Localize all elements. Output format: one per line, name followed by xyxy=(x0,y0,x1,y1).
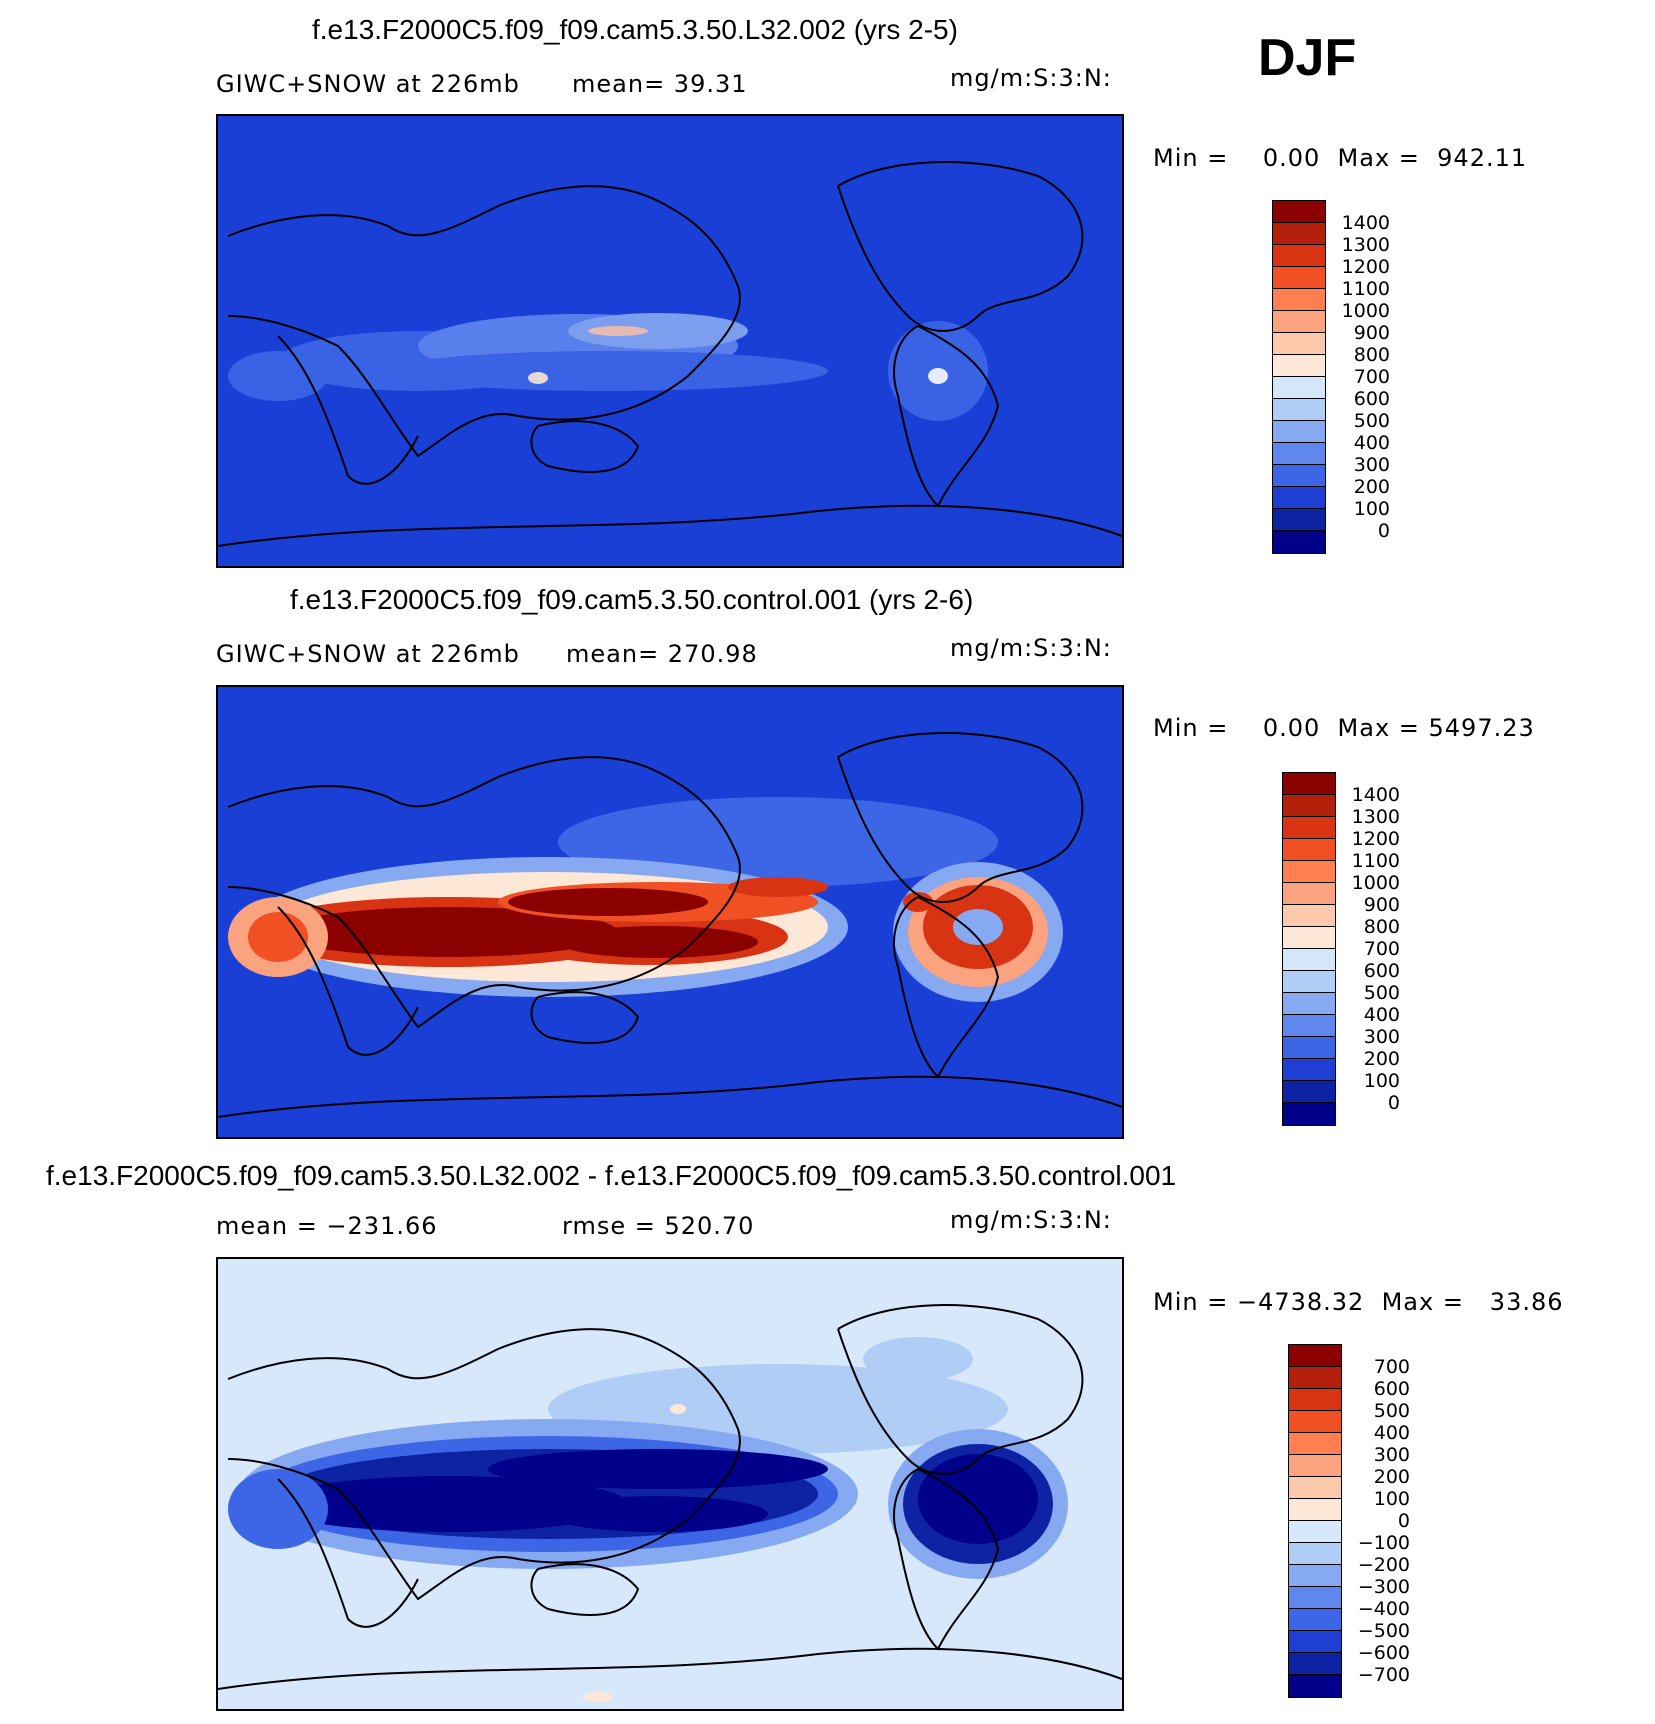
colorbar-tick: 0 xyxy=(1387,1092,1400,1114)
panel-3-colorbar xyxy=(1288,1344,1342,1698)
panel-2-map xyxy=(216,685,1124,1139)
panel-3-map-canvas xyxy=(218,1259,1122,1709)
colorbar-tick: 400 xyxy=(1353,432,1390,454)
colorbar-tick: 1400 xyxy=(1341,212,1390,234)
panel-1-minmax: Min = 0.00 Max = 942.11 xyxy=(1153,144,1528,172)
panel-3-minmax: Min = −4738.32 Max = 33.86 xyxy=(1153,1288,1564,1316)
panel-2-field xyxy=(228,797,1063,1002)
panel-3-title: f.e13.F2000C5.f09_f09.cam5.3.50.L32.002 … xyxy=(46,1160,1177,1191)
panel-1-map xyxy=(216,114,1124,568)
colorbar-tick: 500 xyxy=(1373,1400,1410,1422)
panel-2-coastlines xyxy=(218,732,1122,1118)
colorbar-tick: 100 xyxy=(1373,1488,1410,1510)
panel-3-coastlines xyxy=(218,1304,1122,1690)
colorbar-tick: 300 xyxy=(1353,454,1390,476)
colorbar-tick: 600 xyxy=(1373,1378,1410,1400)
colorbar-tick: 1000 xyxy=(1351,872,1400,894)
colorbar-tick: 1000 xyxy=(1341,300,1390,322)
colorbar-tick: −700 xyxy=(1357,1664,1410,1686)
colorbar-tick: 1300 xyxy=(1351,806,1400,828)
colorbar-tick: 300 xyxy=(1363,1026,1400,1048)
colorbar-tick: 1100 xyxy=(1351,850,1400,872)
panel-2-minmax: Min = 0.00 Max = 5497.23 xyxy=(1153,714,1535,742)
panel-2-variable-label: GIWC+SNOW at 226mb xyxy=(216,640,520,668)
colorbar-tick: 200 xyxy=(1363,1048,1400,1070)
colorbar-tick: 900 xyxy=(1363,894,1400,916)
colorbar-tick: 1200 xyxy=(1351,828,1400,850)
colorbar-tick: 600 xyxy=(1353,388,1390,410)
colorbar-tick: −100 xyxy=(1357,1532,1410,1554)
panel-2-mean-label: mean= 270.98 xyxy=(566,640,758,668)
colorbar-tick: 600 xyxy=(1363,960,1400,982)
colorbar-tick: 800 xyxy=(1363,916,1400,938)
colorbar-tick: −200 xyxy=(1357,1554,1410,1576)
colorbar-tick: 800 xyxy=(1353,344,1390,366)
panel-1-mean-label: mean= 39.31 xyxy=(572,70,748,98)
colorbar-tick: 700 xyxy=(1353,366,1390,388)
colorbar-tick: 300 xyxy=(1373,1444,1410,1466)
panel-2-units: mg/m:S:3:N: xyxy=(950,634,1112,662)
colorbar-tick: 1100 xyxy=(1341,278,1390,300)
colorbar-tick: 200 xyxy=(1373,1466,1410,1488)
colorbar-tick: 1300 xyxy=(1341,234,1390,256)
panel-1-coastlines xyxy=(218,161,1122,547)
panel-1-colorbar xyxy=(1272,200,1326,554)
colorbar-tick: −400 xyxy=(1357,1598,1410,1620)
colorbar-tick: 1200 xyxy=(1341,256,1390,278)
colorbar-tick: −500 xyxy=(1357,1620,1410,1642)
panel-3-rmse-label: rmse = 520.70 xyxy=(562,1212,755,1240)
colorbar-tick: 200 xyxy=(1353,476,1390,498)
panel-3-units: mg/m:S:3:N: xyxy=(950,1206,1112,1234)
panel-3-field xyxy=(228,1337,1068,1702)
panel-1-units: mg/m:S:3:N: xyxy=(950,64,1112,92)
panel-2-title: f.e13.F2000C5.f09_f09.cam5.3.50.control.… xyxy=(290,584,974,615)
panel-1-field xyxy=(228,313,988,421)
colorbar-tick: 900 xyxy=(1353,322,1390,344)
colorbar-tick: 1400 xyxy=(1351,784,1400,806)
panel-2-colorbar xyxy=(1282,772,1336,1126)
colorbar-tick: 100 xyxy=(1363,1070,1400,1092)
colorbar-tick: −300 xyxy=(1357,1576,1410,1598)
colorbar-tick: 700 xyxy=(1363,938,1400,960)
colorbar-tick: 500 xyxy=(1363,982,1400,1004)
colorbar-tick: 100 xyxy=(1353,498,1390,520)
panel-3-mean-label: mean = −231.66 xyxy=(216,1212,438,1240)
panel-3-map xyxy=(216,1257,1124,1711)
panel-1-map-canvas xyxy=(218,116,1122,566)
colorbar-tick: −600 xyxy=(1357,1642,1410,1664)
colorbar-tick: 400 xyxy=(1373,1422,1410,1444)
season-label: DJF xyxy=(1258,29,1357,87)
panel-1-variable-label: GIWC+SNOW at 226mb xyxy=(216,70,520,98)
panel-1-title: f.e13.F2000C5.f09_f09.cam5.3.50.L32.002 … xyxy=(312,14,958,45)
colorbar-tick: 700 xyxy=(1373,1356,1410,1378)
colorbar-tick: 400 xyxy=(1363,1004,1400,1026)
panel-2-map-canvas xyxy=(218,687,1122,1137)
colorbar-tick: 500 xyxy=(1353,410,1390,432)
colorbar-tick: 0 xyxy=(1397,1510,1410,1532)
colorbar-tick: 0 xyxy=(1377,520,1390,542)
